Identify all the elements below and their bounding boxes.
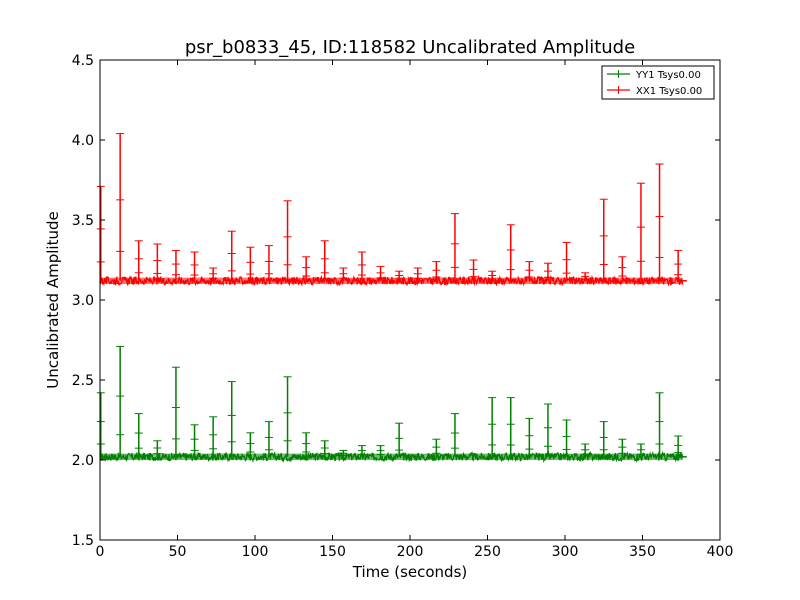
axes: 0 50 100 150 200 250 300 350 400 1.5 2.0 2.5 3.0 3.5 4… bbox=[72, 53, 734, 560]
y-axis-label: Uncalibrated Amplitude bbox=[44, 211, 62, 388]
x-tick-label: 100 bbox=[242, 544, 269, 560]
x-tick-label: 350 bbox=[629, 544, 656, 560]
x-tick-label: 150 bbox=[319, 544, 346, 560]
x-tick-label: 0 bbox=[96, 544, 105, 560]
legend-label: YY1 Tsys0.00 bbox=[635, 70, 701, 81]
y-tick-label: 4.0 bbox=[72, 133, 94, 149]
series-band bbox=[100, 277, 683, 284]
plot-area bbox=[96, 133, 687, 463]
x-tick-label: 200 bbox=[397, 544, 424, 560]
series-1 bbox=[96, 133, 687, 287]
y-tick-label: 2.5 bbox=[72, 373, 94, 389]
series-band bbox=[100, 453, 683, 460]
series-0 bbox=[96, 345, 687, 463]
y-tick-label: 1.5 bbox=[72, 533, 94, 549]
y-tick-label: 4.5 bbox=[72, 53, 94, 69]
legend: YY1 Tsys0.00 XX1 Tsys0.00 bbox=[601, 65, 715, 100]
chart-title: psr_b0833_45, ID:118582 Uncalibrated Amp… bbox=[185, 37, 635, 58]
legend-label: XX1 Tsys0.00 bbox=[636, 86, 702, 97]
x-tick-label: 250 bbox=[474, 544, 501, 560]
legend-box bbox=[601, 65, 715, 100]
x-tick-label: 300 bbox=[552, 544, 579, 560]
x-axis-label: Time (seconds) bbox=[352, 563, 468, 581]
x-tick-label: 400 bbox=[707, 544, 734, 560]
y-tick-label: 3.0 bbox=[72, 293, 94, 309]
y-tick-label: 2.0 bbox=[72, 453, 94, 469]
plot-frame bbox=[99, 59, 721, 541]
x-tick-label: 50 bbox=[169, 544, 187, 560]
y-tick-label: 3.5 bbox=[72, 213, 94, 229]
